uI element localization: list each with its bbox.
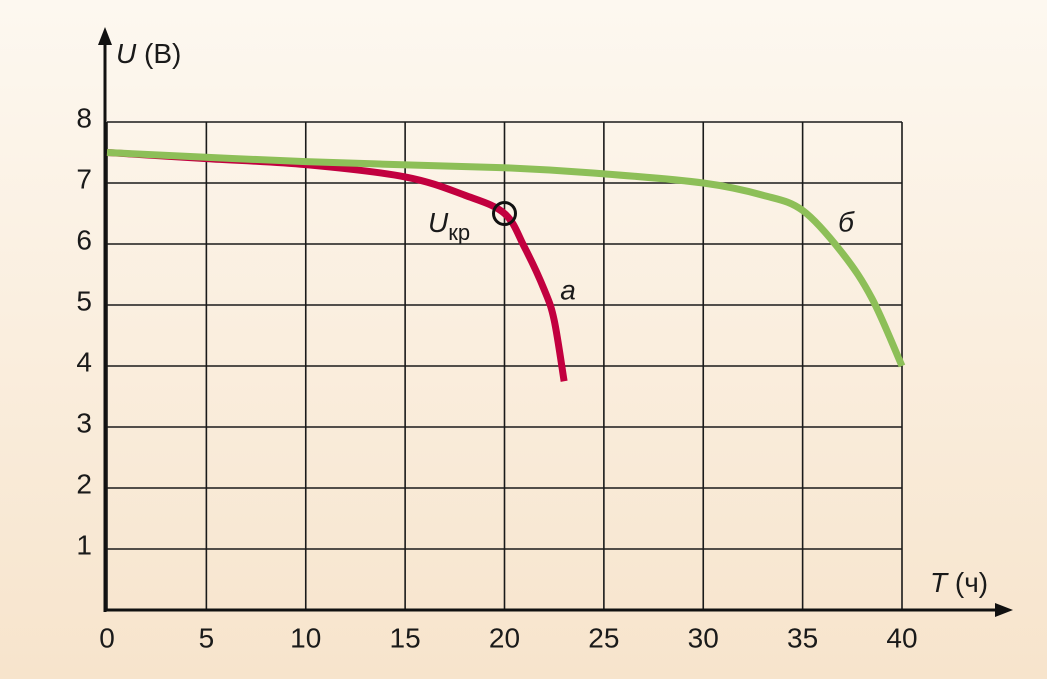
- x-tick-label: 25: [588, 622, 619, 653]
- y-tick-label: 3: [76, 407, 92, 438]
- y-tick-label: 4: [76, 346, 92, 377]
- critical-label-symbol: U: [428, 207, 449, 238]
- x-tick-label: 30: [688, 622, 719, 653]
- y-tick-label: 5: [76, 285, 92, 316]
- x-tick-label: 20: [489, 622, 520, 653]
- y-tick-label: 1: [76, 529, 92, 560]
- y-label-unit: (В): [144, 38, 181, 69]
- x-tick-label: 40: [886, 622, 917, 653]
- x-tick-label: 10: [290, 622, 321, 653]
- x-label-unit: (ч): [955, 567, 988, 598]
- y-label: U (В): [116, 38, 181, 69]
- x-tick-label: 5: [199, 622, 215, 653]
- x-tick-label: 15: [390, 622, 421, 653]
- x-tick-label: 0: [99, 622, 115, 653]
- y-tick-label: 7: [76, 163, 92, 194]
- x-label: T (ч): [930, 567, 988, 598]
- axes: [98, 27, 1013, 617]
- series-label: а: [560, 274, 576, 305]
- y-arrow: [98, 27, 112, 45]
- y-tick-label: 8: [76, 102, 92, 133]
- y-tick-label: 6: [76, 224, 92, 255]
- x-arrow: [995, 603, 1013, 617]
- x-tick-label: 35: [787, 622, 818, 653]
- series-label: б: [838, 206, 855, 237]
- critical-label-sub: кр: [448, 220, 470, 245]
- grid: [106, 121, 903, 610]
- critical-point: [492, 201, 517, 226]
- y-tick-label: 2: [76, 468, 92, 499]
- x-label-symbol: T: [930, 567, 949, 598]
- y-label-symbol: U: [116, 38, 137, 69]
- series-line: [106, 149, 906, 368]
- critical-label: Uкр: [428, 207, 470, 244]
